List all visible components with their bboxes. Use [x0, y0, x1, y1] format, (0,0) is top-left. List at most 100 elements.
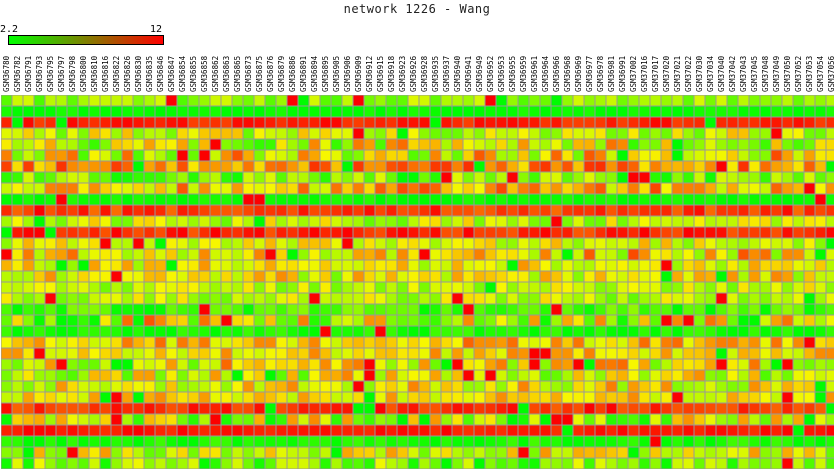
- heatmap-cell: [331, 392, 342, 403]
- heatmap-cell: [56, 458, 67, 469]
- heatmap-cell: [760, 150, 771, 161]
- heatmap-cell: [111, 117, 122, 128]
- scale-max-label: 12: [150, 24, 163, 35]
- heatmap-cell: [430, 315, 441, 326]
- heatmap-cell: [551, 447, 562, 458]
- heatmap-cell: [562, 414, 573, 425]
- heatmap-cell: [155, 117, 166, 128]
- heatmap-cell: [67, 348, 78, 359]
- column-label: GSM36854: [178, 55, 187, 92]
- heatmap-cell: [89, 359, 100, 370]
- heatmap-cell: [111, 304, 122, 315]
- heatmap-cell: [287, 348, 298, 359]
- heatmap-cell: [441, 337, 452, 348]
- heatmap-cell: [188, 348, 199, 359]
- heatmap-cell: [265, 216, 276, 227]
- column-label: GSM36822: [112, 56, 121, 92]
- heatmap-cell: [738, 359, 749, 370]
- heatmap-cell: [254, 150, 265, 161]
- heatmap-cell: [551, 194, 562, 205]
- heatmap-cell: [738, 194, 749, 205]
- heatmap-cell: [320, 139, 331, 150]
- heatmap-cell: [320, 436, 331, 447]
- heatmap-cell: [705, 238, 716, 249]
- heatmap-cell: [793, 458, 804, 469]
- heatmap-cell: [100, 315, 111, 326]
- heatmap-cell: [144, 227, 155, 238]
- heatmap-cell: [331, 304, 342, 315]
- heatmap-cell: [661, 403, 672, 414]
- heatmap-cell: [56, 425, 67, 436]
- heatmap-cell: [78, 249, 89, 260]
- heatmap-cell: [815, 425, 826, 436]
- heatmap-cell: [331, 447, 342, 458]
- heatmap-cell: [683, 249, 694, 260]
- heatmap-cell: [221, 392, 232, 403]
- heatmap-cell: [826, 139, 834, 150]
- heatmap-cell: [210, 447, 221, 458]
- heatmap-cell: [595, 95, 606, 106]
- heatmap-cell: [375, 172, 386, 183]
- heatmap-cell: [815, 370, 826, 381]
- heatmap-cell: [584, 337, 595, 348]
- heatmap-cell: [177, 271, 188, 282]
- heatmap-cell: [243, 436, 254, 447]
- heatmap-cell: [166, 414, 177, 425]
- heatmap-cell: [419, 194, 430, 205]
- heatmap-cell: [694, 370, 705, 381]
- heatmap-cell: [320, 227, 331, 238]
- heatmap-cell: [45, 381, 56, 392]
- heatmap-cell: [628, 436, 639, 447]
- heatmap-cell: [705, 161, 716, 172]
- heatmap-cell: [694, 183, 705, 194]
- heatmap-cell: [584, 458, 595, 469]
- heatmap-cell: [287, 238, 298, 249]
- heatmap-cell: [254, 326, 265, 337]
- heatmap-cell: [804, 458, 815, 469]
- heatmap-cell: [199, 370, 210, 381]
- heatmap-cell: [562, 282, 573, 293]
- heatmap-cell: [826, 458, 834, 469]
- heatmap-cell: [254, 95, 265, 106]
- heatmap-cell: [826, 216, 834, 227]
- heatmap-cell: [716, 381, 727, 392]
- heatmap-cell: [342, 326, 353, 337]
- heatmap-cell: [650, 238, 661, 249]
- heatmap-cell: [221, 238, 232, 249]
- heatmap-cell: [782, 172, 793, 183]
- heatmap-cell: [100, 348, 111, 359]
- heatmap-cell: [89, 150, 100, 161]
- heatmap-cell: [111, 392, 122, 403]
- heatmap-cell: [639, 161, 650, 172]
- heatmap-cell: [441, 172, 452, 183]
- heatmap-cell: [12, 95, 23, 106]
- heatmap-cell: [804, 337, 815, 348]
- heatmap-cell: [419, 458, 430, 469]
- heatmap-cell: [78, 205, 89, 216]
- heatmap-cell: [177, 172, 188, 183]
- heatmap-cell: [122, 337, 133, 348]
- heatmap-cell: [441, 315, 452, 326]
- heatmap-cell: [793, 150, 804, 161]
- heatmap-cell: [78, 447, 89, 458]
- heatmap-cell: [166, 293, 177, 304]
- heatmap-cell: [793, 392, 804, 403]
- heatmap-cell: [606, 106, 617, 117]
- heatmap-cell: [56, 414, 67, 425]
- heatmap-cell: [111, 128, 122, 139]
- heatmap-cell: [584, 106, 595, 117]
- heatmap-cell: [122, 425, 133, 436]
- heatmap-cell: [111, 139, 122, 150]
- heatmap-cell: [276, 381, 287, 392]
- heatmap-cell: [353, 161, 364, 172]
- heatmap-cell: [45, 359, 56, 370]
- heatmap-cell: [529, 326, 540, 337]
- heatmap-cell: [815, 172, 826, 183]
- column-label: GSM36865: [233, 56, 242, 92]
- heatmap-cell: [452, 183, 463, 194]
- heatmap-cell: [760, 271, 771, 282]
- heatmap-cell: [496, 370, 507, 381]
- heatmap-cell: [727, 172, 738, 183]
- heatmap-cell: [804, 326, 815, 337]
- heatmap-cell: [628, 403, 639, 414]
